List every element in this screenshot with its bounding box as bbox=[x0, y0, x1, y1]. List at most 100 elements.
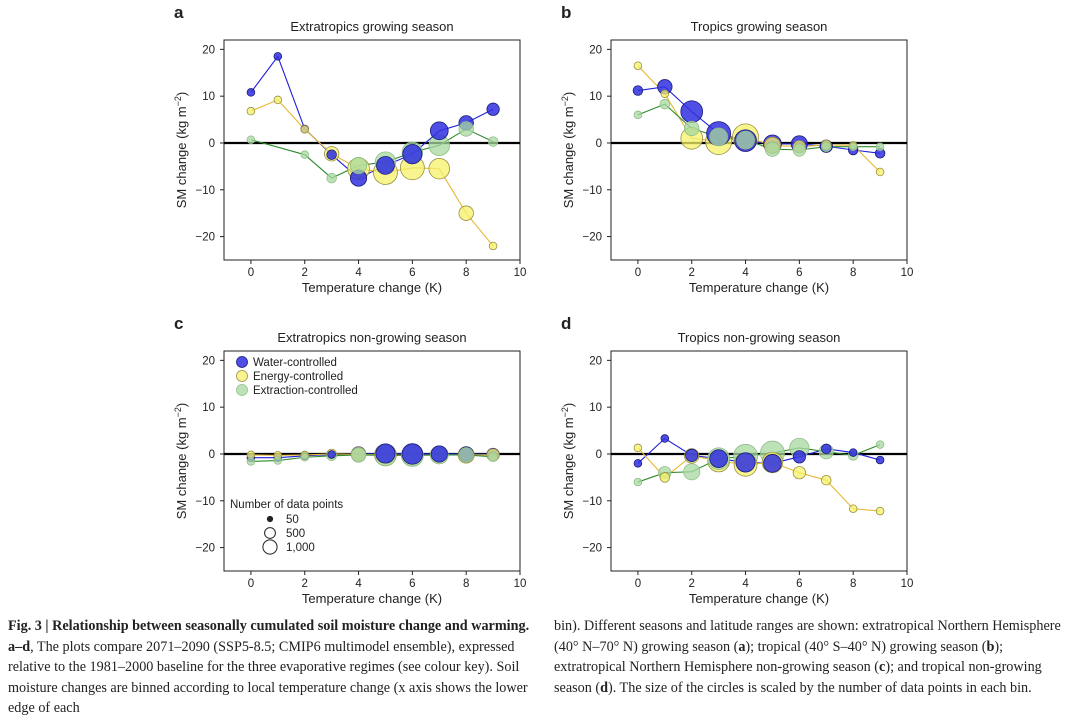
size-legend-marker bbox=[262, 539, 278, 555]
y-axis-label-main: SM change (kg m bbox=[561, 106, 576, 208]
y-axis-label-paren: ) bbox=[174, 92, 189, 96]
data-point-energy-controlled bbox=[273, 95, 283, 105]
data-point-extraction-controlled bbox=[487, 136, 499, 147]
data-point-extraction-controlled bbox=[736, 130, 755, 150]
data-point-extraction-controlled bbox=[300, 453, 309, 462]
size-legend-marker bbox=[266, 515, 274, 523]
y-tick-label: 0 bbox=[596, 449, 602, 461]
data-point-extraction-controlled bbox=[709, 127, 728, 147]
x-tick-label: 8 bbox=[850, 578, 856, 590]
data-point-extraction-controlled bbox=[875, 142, 885, 151]
y-axis-label-superscript: −2 bbox=[560, 96, 570, 106]
y-tick-label: 0 bbox=[596, 138, 602, 150]
data-point-energy-controlled bbox=[875, 167, 885, 177]
data-point-extraction-controlled bbox=[487, 451, 499, 463]
series-line-energy-controlled bbox=[637, 447, 881, 512]
data-point-extraction-controlled bbox=[659, 98, 671, 110]
y-tick-label: 10 bbox=[202, 91, 215, 103]
series-line-extraction-controlled bbox=[637, 103, 881, 151]
y-axis-label: SM change (kg m−2) bbox=[173, 403, 189, 519]
caption-ref-a: a bbox=[738, 638, 746, 655]
data-point-water-controlled bbox=[246, 88, 256, 97]
series-line-water-controlled bbox=[637, 437, 881, 464]
y-tick-label: 20 bbox=[589, 355, 602, 367]
y-tick-label: 20 bbox=[202, 355, 215, 367]
series-line-extraction-controlled bbox=[637, 444, 881, 483]
y-tick-label: 20 bbox=[589, 44, 602, 56]
data-point-energy-controlled bbox=[458, 205, 474, 221]
legend: Water-controlled Energy-controlled Extract… bbox=[230, 356, 358, 555]
data-point-water-controlled bbox=[429, 121, 449, 141]
y-axis-label-paren: ) bbox=[561, 403, 576, 407]
x-tick-label: 2 bbox=[689, 578, 695, 590]
legend-label: Energy-controlled bbox=[253, 371, 343, 383]
caption-right-text-2: ); tropical (40° S–40° N) growing season… bbox=[745, 638, 987, 655]
plot-frame bbox=[223, 39, 521, 261]
x-tick-label: 2 bbox=[302, 578, 308, 590]
panel-letter-a: a bbox=[174, 3, 184, 22]
x-tick-label: 10 bbox=[901, 267, 914, 279]
y-axis-label-paren: ) bbox=[561, 92, 576, 96]
data-point-energy-controlled bbox=[659, 472, 671, 483]
data-point-energy-controlled bbox=[792, 466, 806, 480]
data-point-water-controlled bbox=[402, 144, 423, 165]
data-point-energy-controlled bbox=[633, 443, 643, 453]
caption-right-text-1: bin). Different seasons and latitude ran… bbox=[554, 618, 1061, 655]
data-point-energy-controlled bbox=[821, 474, 832, 486]
data-point-water-controlled bbox=[430, 445, 448, 463]
data-point-energy-controlled bbox=[246, 106, 256, 116]
x-tick-label: 0 bbox=[635, 267, 641, 279]
y-axis-label: SM change (kg m−2) bbox=[560, 92, 576, 208]
caption-panels-ref: a–d bbox=[8, 638, 31, 655]
y-tick-label: −20 bbox=[195, 232, 215, 244]
y-axis-label-main: SM change (kg m bbox=[174, 417, 189, 519]
caption-right-text-5: ). The size of the circles is scaled by … bbox=[608, 679, 1032, 696]
data-point-energy-controlled bbox=[300, 125, 309, 134]
data-point-water-controlled bbox=[709, 449, 728, 468]
data-point-water-controlled bbox=[848, 448, 858, 457]
series-line-water-controlled bbox=[250, 55, 494, 179]
data-point-energy-controlled bbox=[633, 61, 643, 70]
x-tick-label: 6 bbox=[796, 578, 802, 590]
x-tick-label: 6 bbox=[796, 267, 802, 279]
data-point-energy-controlled bbox=[488, 241, 498, 251]
data-point-extraction-controlled bbox=[273, 456, 283, 465]
caption-right-column: bin). Different seasons and latitude ran… bbox=[554, 616, 1076, 698]
x-tick-label: 10 bbox=[514, 578, 527, 590]
legend-label: Extraction-controlled bbox=[253, 385, 358, 397]
x-tick-label: 4 bbox=[355, 267, 362, 279]
size-legend-marker bbox=[264, 527, 276, 539]
data-point-extraction-controlled bbox=[683, 463, 701, 481]
x-tick-label: 8 bbox=[463, 578, 469, 590]
x-tick-label: 2 bbox=[689, 267, 695, 279]
y-tick-label: 10 bbox=[202, 402, 215, 414]
x-tick-label: 8 bbox=[463, 267, 469, 279]
y-tick-label: −10 bbox=[582, 496, 602, 508]
size-legend-label: 50 bbox=[286, 514, 299, 526]
y-tick-label: 10 bbox=[589, 91, 602, 103]
caption-left-column: Fig. 3 | Relationship between seasonally… bbox=[8, 616, 538, 719]
data-point-water-controlled bbox=[486, 102, 500, 116]
legend-marker bbox=[236, 356, 248, 368]
caption-right-text-4: ); and tropical non-growing season ( bbox=[554, 659, 1042, 696]
data-point-extraction-controlled bbox=[458, 121, 474, 137]
data-point-extraction-controlled bbox=[246, 457, 256, 466]
y-tick-label: −10 bbox=[195, 185, 215, 197]
data-point-energy-controlled bbox=[875, 506, 885, 516]
data-point-water-controlled bbox=[326, 149, 337, 160]
data-point-water-controlled bbox=[376, 156, 395, 175]
y-axis-label: SM change (kg m−2) bbox=[173, 92, 189, 208]
legend-marker bbox=[236, 370, 248, 382]
x-tick-label: 6 bbox=[409, 578, 415, 590]
y-tick-label: 20 bbox=[202, 44, 215, 56]
panel-letter-c: c bbox=[174, 314, 183, 333]
y-axis-label: SM change (kg m−2) bbox=[560, 403, 576, 519]
data-point-water-controlled bbox=[821, 443, 832, 455]
series-line-water-controlled bbox=[250, 452, 494, 459]
x-axis-label: Temperature change (K) bbox=[302, 280, 442, 295]
data-point-extraction-controlled bbox=[684, 120, 700, 137]
x-axis-label: Temperature change (K) bbox=[689, 591, 829, 606]
